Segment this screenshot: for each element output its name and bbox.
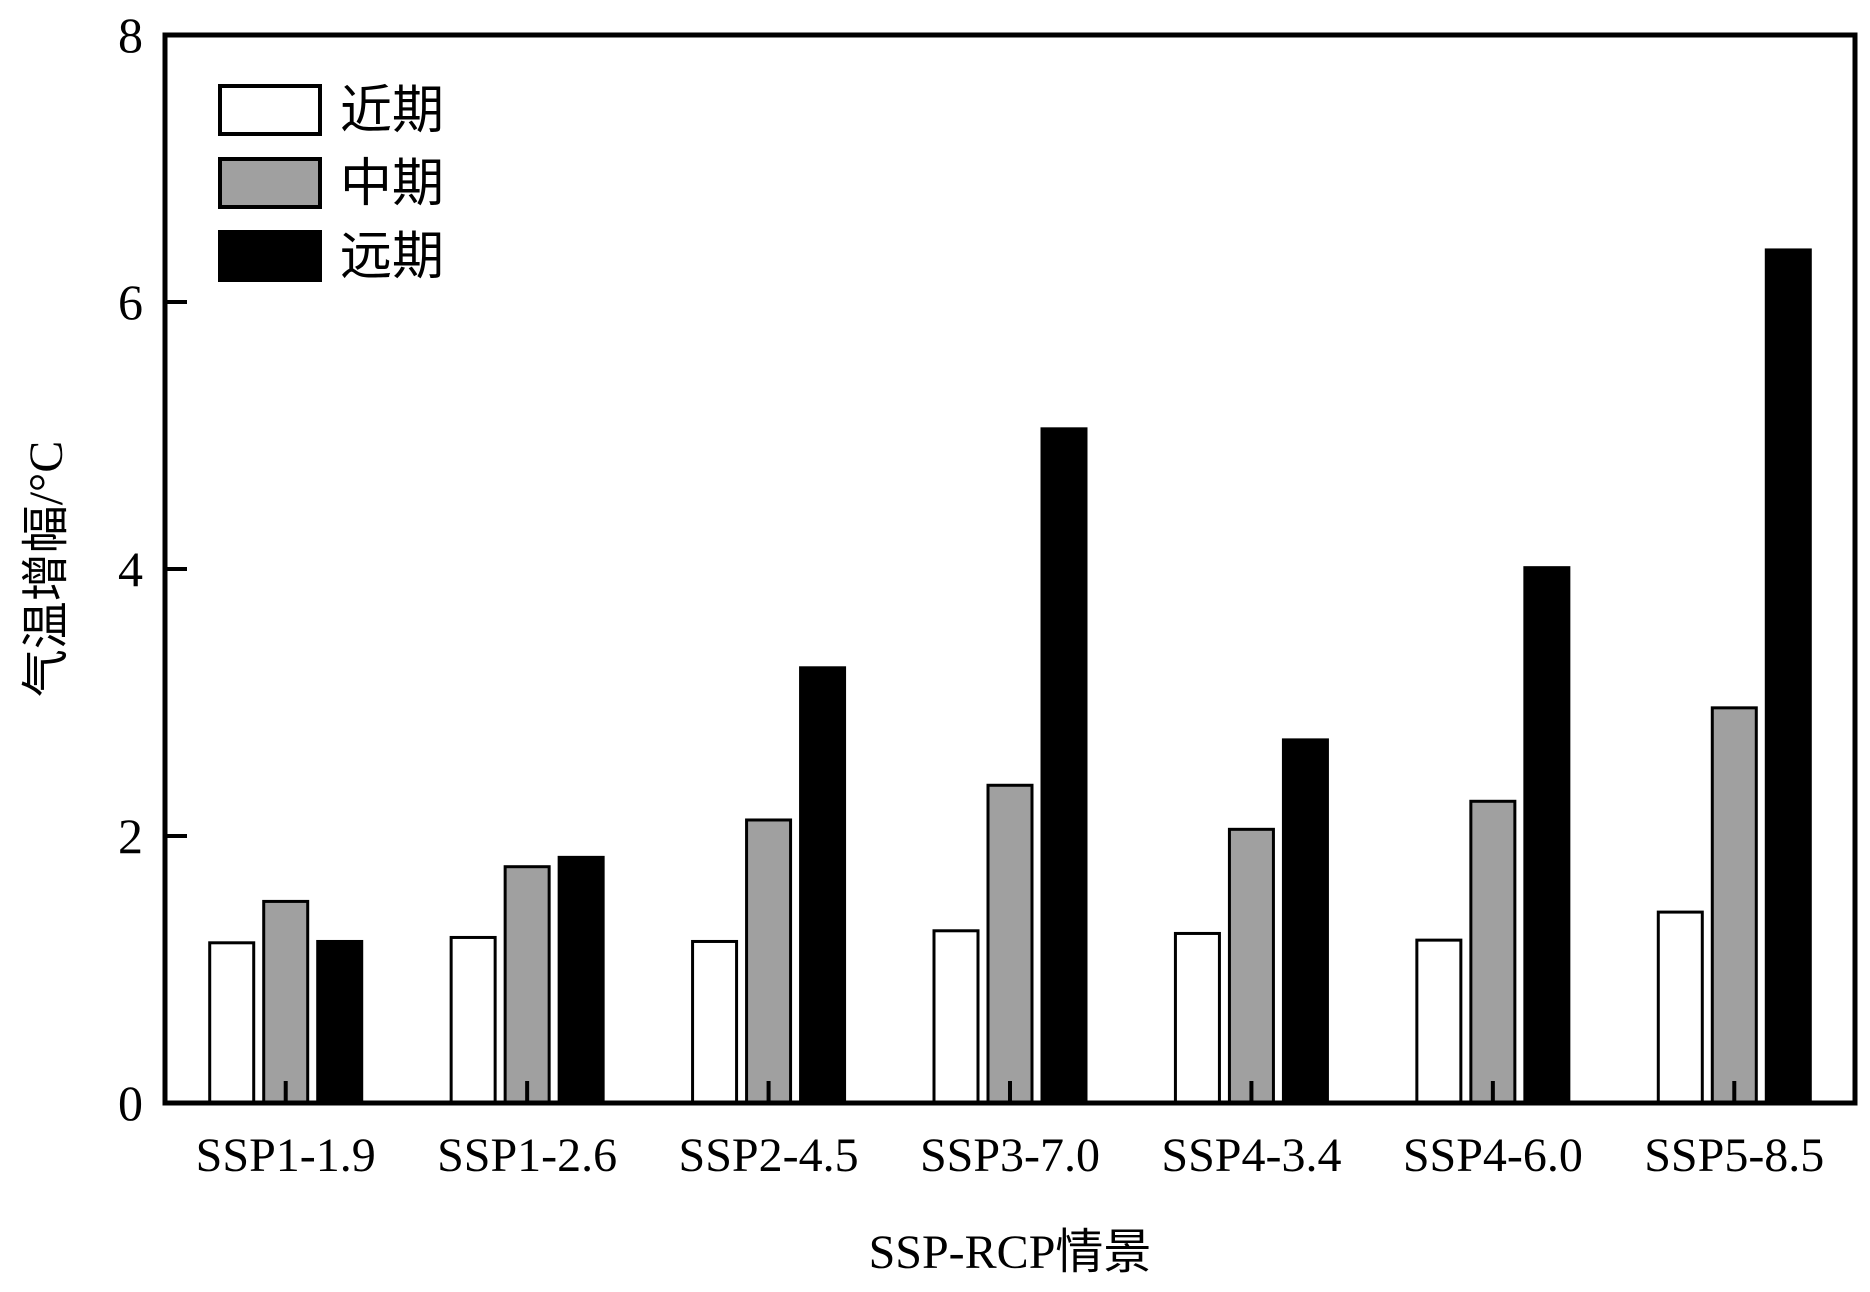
bar-SSP5-8.5-中期 [1710,706,1758,1105]
y-tick-label: 4 [118,541,143,597]
bar-SSP1-2.6-中期 [503,865,551,1105]
x-tick-label: SSP1-2.6 [437,1129,617,1182]
ticks-layer: SSP1-1.9 SSP1-2.6 SSP2-4.5 SSP3-7.0 SSP4-3.4… [118,7,1824,1182]
x-axis-label: SSP-RCP情景 [869,1226,1152,1279]
bars-layer [208,248,1812,1105]
y-tick-label: 0 [118,1075,143,1131]
x-tick-label: SSP2-4.5 [679,1129,859,1182]
legend-label: 近期 [340,83,444,140]
legend-swatch [218,84,322,136]
bar-SSP5-8.5-远期 [1764,248,1812,1105]
bar-SSP4-6.0-近期 [1415,938,1463,1105]
bar-SSP2-4.5-远期 [799,666,847,1105]
bar-SSP4-3.4-中期 [1227,827,1275,1105]
bar-SSP1-1.9-中期 [262,899,310,1105]
bar-SSP4-6.0-远期 [1523,566,1571,1105]
x-tick-label: SSP1-1.9 [196,1129,376,1182]
legend-label: 中期 [340,156,444,213]
y-tick-label: 2 [118,808,143,864]
legend-label: 远期 [340,229,444,286]
bar-SSP3-7.0-近期 [932,929,980,1105]
bar-SSP3-7.0-中期 [986,783,1034,1105]
bar-SSP1-1.9-近期 [208,941,256,1105]
bar-SSP1-2.6-近期 [449,935,497,1105]
y-tick-label: 8 [118,7,143,63]
bar-SSP2-4.5-中期 [745,818,793,1105]
bar-SSP3-7.0-远期 [1040,427,1088,1105]
x-tick-label: SSP5-8.5 [1644,1129,1824,1182]
bar-SSP2-4.5-近期 [691,939,739,1105]
x-tick-label: SSP4-3.4 [1161,1129,1341,1182]
x-tick-label: SSP4-6.0 [1403,1129,1583,1182]
bar-SSP1-1.9-远期 [316,939,364,1105]
legend-swatch [218,230,322,282]
bar-SSP4-6.0-中期 [1469,799,1517,1105]
y-tick-label: 6 [118,274,143,330]
plot-frame [162,32,1858,1106]
bar-SSP4-3.4-远期 [1281,738,1329,1105]
bar-SSP4-3.4-近期 [1173,931,1221,1105]
bar-SSP5-8.5-近期 [1656,910,1704,1105]
legend-swatch [218,157,322,209]
x-tick-label: SSP3-7.0 [920,1129,1100,1182]
bar-SSP1-2.6-远期 [557,855,605,1105]
y-axis-label: 气温增幅/°C [20,441,73,698]
